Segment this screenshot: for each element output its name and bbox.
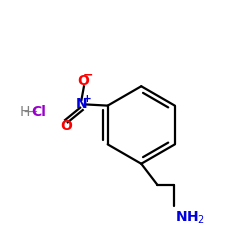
Text: O: O [60, 119, 72, 132]
Text: —: — [23, 106, 37, 120]
Text: +: + [82, 94, 91, 104]
Text: H: H [20, 106, 30, 120]
Text: NH$_2$: NH$_2$ [175, 210, 205, 226]
Text: N: N [76, 97, 87, 112]
Text: −: − [83, 68, 94, 82]
Text: O: O [77, 74, 89, 88]
Text: Cl: Cl [31, 106, 46, 120]
